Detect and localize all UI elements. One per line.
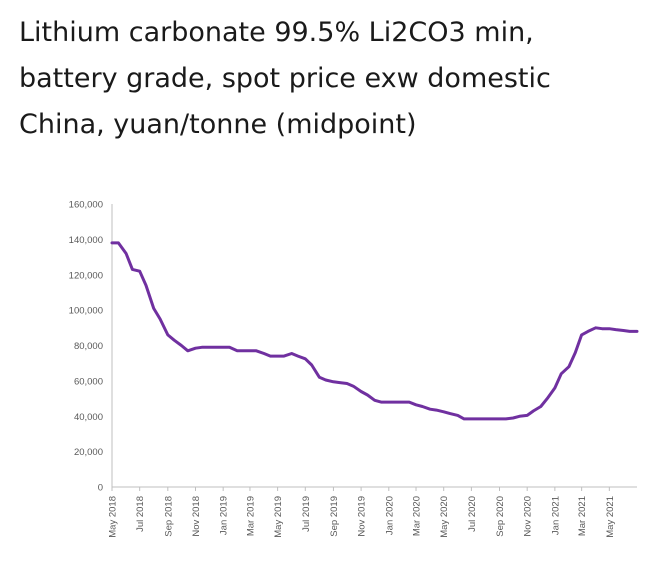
y-tick-label: 140,000	[69, 235, 103, 246]
x-tick-label: Nov 2018	[191, 496, 202, 537]
chart-title-line-2: battery grade, spot price exw domestic	[19, 63, 551, 94]
x-tick-label: May 2019	[273, 496, 284, 538]
y-tick-label: 120,000	[69, 270, 103, 281]
x-tick-label: Mar 2020	[412, 496, 423, 536]
x-tick-label: Jul 2019	[301, 496, 312, 532]
chart-title-line-1: Lithium carbonate 99.5% Li2CO3 min,	[19, 17, 534, 48]
x-tick-label: Jul 2018	[135, 496, 146, 532]
x-tick-label: Mar 2019	[245, 496, 256, 536]
x-tick-label: Jan 2019	[219, 496, 230, 535]
x-tick-label: Jan 2021	[550, 496, 561, 535]
chart-title: Lithium carbonate 99.5% Li2CO3 min, batt…	[19, 10, 639, 148]
x-tick-label: May 2021	[605, 496, 616, 538]
x-tick-label: Nov 2019	[357, 496, 368, 537]
x-tick-label: May 2018	[108, 496, 119, 538]
x-tick-label: Sep 2020	[495, 496, 506, 537]
x-tick-label: Sep 2019	[329, 496, 340, 537]
x-tick-label: Sep 2018	[163, 496, 174, 537]
y-tick-label: 40,000	[74, 412, 103, 423]
y-tick-label: 60,000	[74, 376, 103, 387]
x-tick-label: Jul 2020	[467, 496, 478, 532]
x-tick-label: May 2020	[439, 496, 450, 538]
price-series-line	[110, 241, 639, 421]
y-tick-label: 20,000	[74, 447, 103, 458]
x-tick-label: Mar 2021	[577, 496, 588, 536]
y-tick-label: 0	[98, 483, 103, 494]
chart-title-line-3: China, yuan/tonne (midpoint)	[19, 109, 417, 140]
y-tick-label: 160,000	[69, 200, 103, 211]
y-tick-label: 100,000	[69, 306, 103, 317]
x-tick-label: Jan 2020	[384, 496, 395, 535]
y-tick-label: 80,000	[74, 341, 103, 352]
x-tick-label: Nov 2020	[523, 496, 534, 537]
